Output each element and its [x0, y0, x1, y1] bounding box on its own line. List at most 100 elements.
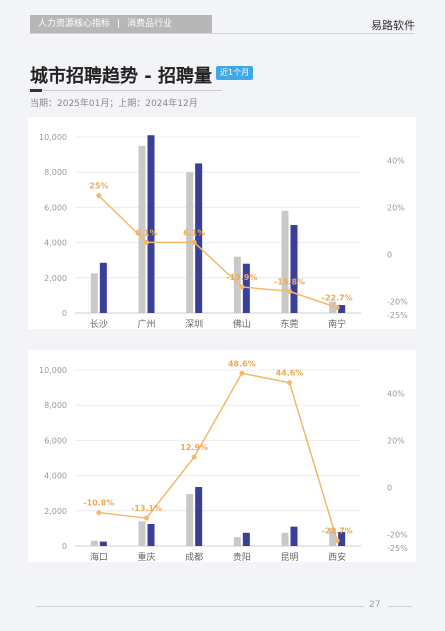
y2-tick-label: 20% — [387, 436, 405, 445]
bar-previous — [329, 528, 337, 546]
period-text: 当期：2025年01月；上期：2024年12月 — [30, 99, 198, 109]
bar-current — [99, 541, 107, 546]
y-tick-label: 10,000 — [39, 133, 67, 142]
breadcrumb-industry: 消费品行业 — [127, 19, 173, 29]
growth-point — [287, 288, 292, 294]
footer-divider-right — [388, 606, 412, 607]
y-tick-label: 6,000 — [44, 436, 67, 445]
growth-point — [239, 370, 245, 376]
y2-tick-label: 0 — [387, 250, 392, 259]
growth-point — [334, 305, 340, 311]
y2-tick-label: 0 — [387, 483, 392, 492]
growth-label: -22.7% — [322, 527, 353, 536]
page-title: 城市招聘趋势 - 招聘量 — [30, 66, 213, 87]
x-tick-label: 成都 — [185, 551, 203, 562]
growth-point — [96, 193, 102, 199]
growth-point — [239, 284, 245, 290]
x-tick-label: 广州 — [137, 318, 155, 329]
x-tick-label: 重庆 — [137, 551, 155, 562]
x-tick-label: 东莞 — [280, 318, 298, 329]
y-tick-label: 4,000 — [44, 239, 67, 248]
growth-point — [287, 380, 292, 386]
y-tick-label: 8,000 — [44, 168, 67, 177]
x-tick-label: 南宁 — [328, 318, 346, 329]
growth-label: 6.1% — [135, 228, 157, 237]
growth-label: 12.9% — [180, 443, 208, 452]
footer-divider-left — [36, 606, 364, 607]
y2-tick-label: -20% — [387, 530, 408, 539]
growth-label: -13.1% — [131, 504, 162, 513]
growth-point — [144, 515, 149, 521]
bar-previous — [90, 540, 98, 546]
y2-tick-label: -25% — [387, 544, 408, 553]
y-tick-label: 0 — [62, 542, 67, 551]
bar-previous — [281, 532, 289, 546]
y-tick-label: 6,000 — [44, 203, 67, 212]
bar-current — [195, 487, 203, 546]
bar-current — [195, 163, 203, 313]
x-tick-label: 昆明 — [280, 552, 298, 562]
bar-current — [290, 225, 298, 313]
bar-previous — [233, 256, 241, 313]
x-tick-label: 西安 — [328, 551, 346, 562]
growth-point — [191, 239, 197, 245]
growth-label: 48.6% — [228, 359, 256, 368]
bar-current — [242, 263, 250, 313]
bar-previous — [186, 494, 194, 546]
growth-line — [98, 195, 338, 309]
growth-point — [191, 454, 197, 460]
bar-current — [99, 262, 107, 313]
x-tick-label: 佛山 — [233, 318, 251, 329]
bar-previous — [138, 521, 146, 546]
y2-tick-label: 20% — [387, 203, 405, 212]
period-badge: 近1个月 — [216, 66, 254, 80]
bar-current — [290, 526, 298, 546]
growth-label: -13.9% — [226, 273, 257, 282]
chart-panel-2: 0 2,000 4,000 6,000 8,000 10,000 40% 20% 0 -20% -2… — [28, 350, 416, 562]
y2-tick-label: -25% — [387, 311, 408, 320]
y-tick-label: 2,000 — [44, 507, 67, 516]
brand-name: 易路软件 — [371, 19, 415, 32]
bar-previous — [138, 145, 146, 313]
chart-panel-1: 0 2,000 4,000 6,000 8,000 10,000 40% 20% 0 -20% -2… — [28, 117, 416, 329]
breadcrumb-hr-metrics: 人力资源核心指标 — [38, 19, 111, 29]
bar-current — [242, 532, 250, 546]
title-underline — [42, 90, 222, 91]
city-hiring-chart-1: 0 2,000 4,000 6,000 8,000 10,000 40% 20% 0 -20% -2… — [39, 133, 408, 329]
growth-line — [98, 372, 338, 541]
x-tick-label: 海口 — [90, 551, 108, 562]
bar-current — [147, 135, 155, 313]
x-tick-label: 长沙 — [90, 318, 108, 329]
bar-previous — [281, 210, 289, 313]
bar-previous — [90, 273, 98, 313]
bar-current — [338, 305, 346, 313]
growth-label: -22.7% — [322, 294, 353, 303]
y-tick-label: 0 — [62, 309, 67, 318]
y2-tick-label: 40% — [387, 389, 405, 398]
y2-tick-label: -20% — [387, 297, 408, 306]
bar-previous — [329, 301, 337, 313]
title-underline-accent — [30, 89, 42, 92]
x-tick-label: 深圳 — [185, 319, 203, 329]
growth-label: 25% — [89, 182, 108, 191]
y-tick-label: 2,000 — [44, 274, 67, 283]
bar-current — [147, 524, 155, 546]
breadcrumb-separator: | — [117, 19, 121, 29]
header-divider — [30, 33, 415, 34]
y-tick-label: 4,000 — [44, 472, 67, 481]
x-tick-label: 贵阳 — [233, 551, 251, 562]
y2-tick-label: 40% — [387, 156, 405, 165]
growth-point — [96, 510, 102, 516]
growth-label: 44.6% — [276, 369, 304, 378]
bar-current — [338, 531, 346, 546]
report-breadcrumb: 人力资源核心指标 | 消费品行业 — [30, 15, 212, 33]
city-hiring-chart-2: 0 2,000 4,000 6,000 8,000 10,000 40% 20% 0 -20% -2… — [39, 359, 408, 562]
growth-point — [334, 538, 340, 544]
growth-point — [144, 239, 149, 245]
growth-label: -10.8% — [83, 499, 114, 508]
growth-label: 6.1% — [183, 228, 205, 237]
y-tick-label: 8,000 — [44, 401, 67, 410]
growth-label: -15.8% — [274, 277, 305, 286]
bar-previous — [233, 537, 241, 546]
page-number: 27 — [369, 600, 381, 610]
